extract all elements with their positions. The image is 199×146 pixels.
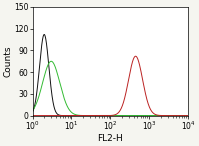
X-axis label: FL2-H: FL2-H [98,134,123,142]
Y-axis label: Counts: Counts [3,46,13,77]
